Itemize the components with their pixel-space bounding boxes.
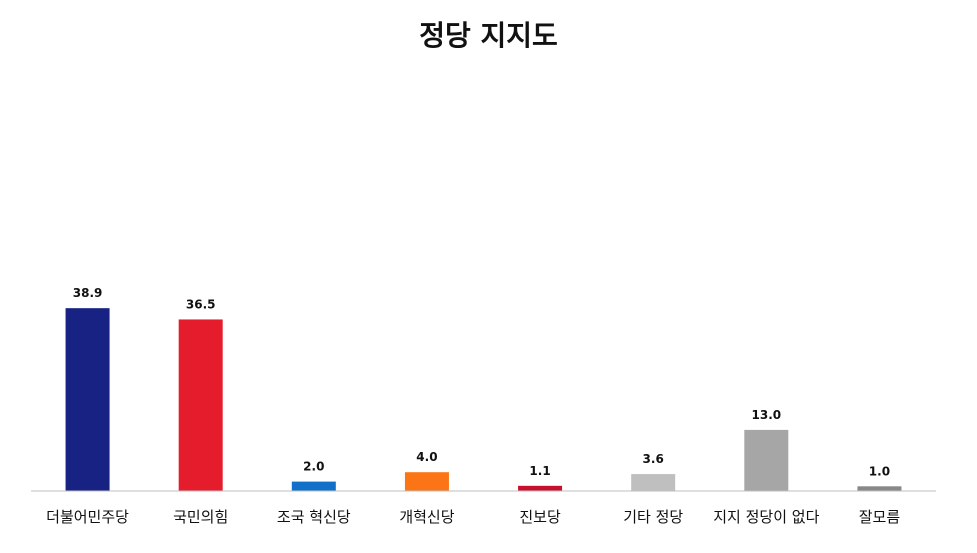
bar-1	[65, 308, 110, 491]
value-label-2: 36.5	[186, 297, 216, 311]
bar-8	[857, 486, 902, 491]
category-label-7: 지지 정당이 없다	[713, 508, 819, 526]
chart-title: 정당 지지도	[419, 19, 558, 52]
value-label-8: 1.0	[869, 464, 890, 478]
category-label-2: 국민의힘	[173, 508, 228, 526]
bar-6	[631, 474, 676, 491]
value-label-7: 13.0	[752, 408, 782, 422]
value-label-4: 4.0	[416, 450, 437, 464]
category-label-4: 개혁신당	[399, 508, 454, 526]
category-label-1: 더불어민주당	[46, 508, 129, 526]
category-label-5: 진보당	[519, 508, 561, 526]
category-label-8: 잘모름	[859, 508, 901, 526]
bar-4	[404, 472, 449, 491]
value-label-5: 1.1	[529, 464, 550, 478]
bar-7	[744, 429, 789, 491]
bar-5	[518, 485, 563, 491]
value-label-3: 2.0	[303, 460, 324, 474]
bar-3	[291, 481, 336, 491]
bars-group: 38.9 더불어민주당 36.5 국민의힘 2.0 조국 혁신당 4.0 개혁신당 1.1 진보당…	[46, 286, 902, 526]
bar-2	[178, 319, 223, 491]
category-label-3: 조국 혁신당	[277, 508, 351, 526]
value-label-6: 3.6	[643, 452, 664, 466]
category-label-6: 기타 정당	[623, 508, 683, 526]
value-label-1: 38.9	[73, 286, 103, 300]
